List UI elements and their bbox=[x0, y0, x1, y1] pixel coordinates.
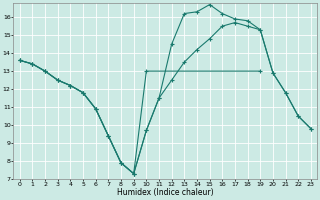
X-axis label: Humidex (Indice chaleur): Humidex (Indice chaleur) bbox=[117, 188, 214, 197]
